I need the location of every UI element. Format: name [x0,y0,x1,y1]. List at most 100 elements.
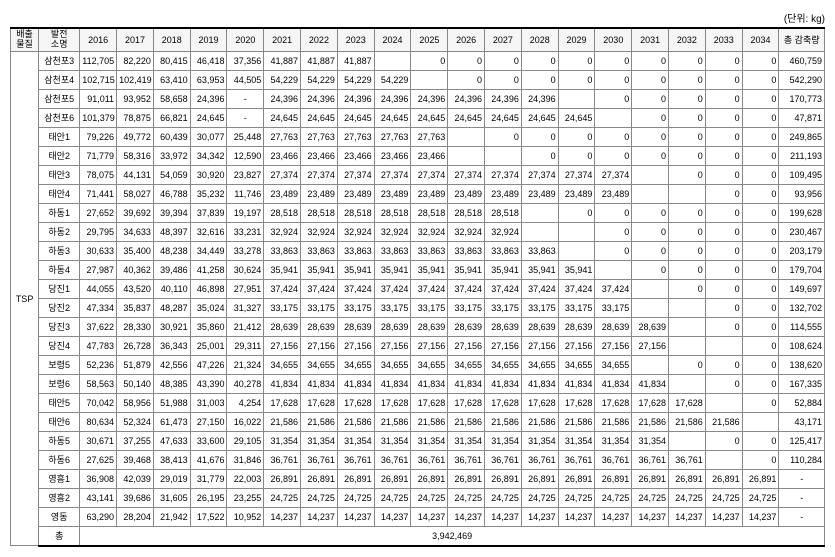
value-cell: 34,655 [595,355,632,374]
row-total: 114,555 [779,317,825,336]
value-cell: 54,229 [301,70,338,89]
value-cell: 32,616 [190,222,227,241]
value-cell: 0 [742,89,779,108]
value-cell: 0 [742,165,779,184]
value-cell: 27,156 [264,336,301,355]
table-row: 태안271,77958,31633,97234,34212,59023,4662… [11,146,825,165]
value-cell: 26,891 [448,469,485,488]
row-total: 211,193 [779,146,825,165]
value-cell: 14,237 [337,507,374,526]
value-cell: 24,725 [411,488,448,507]
value-cell: 24,725 [448,488,485,507]
value-cell [595,260,632,279]
value-cell: 35,941 [558,260,595,279]
value-cell: 0 [705,70,742,89]
value-cell: 0 [669,355,706,374]
value-cell: 31,354 [337,431,374,450]
value-cell: 21,586 [448,412,485,431]
value-cell: 23,489 [521,184,558,203]
value-cell: 21,586 [521,412,558,431]
value-cell: 78,075 [80,165,117,184]
header-year: 2017 [117,28,154,51]
value-cell: 28,518 [337,203,374,222]
value-cell: 79,226 [80,127,117,146]
value-cell: 31,354 [595,431,632,450]
value-cell: 41,834 [558,374,595,393]
value-cell: 0 [485,127,522,146]
value-cell: 0 [742,431,779,450]
value-cell: 41,834 [632,374,669,393]
value-cell: 63,953 [190,70,227,89]
value-cell: 0 [558,127,595,146]
header-year: 2029 [558,28,595,51]
header-year: 2028 [521,28,558,51]
value-cell: 28,639 [411,317,448,336]
value-cell: 38,413 [153,450,190,469]
value-cell: 35,941 [374,260,411,279]
value-cell: 0 [521,70,558,89]
value-cell: 23,489 [558,184,595,203]
value-cell: 24,725 [485,488,522,507]
value-cell: 27,951 [227,279,264,298]
row-total: - [779,469,825,488]
value-cell: 36,761 [669,450,706,469]
value-cell: 31,354 [485,431,522,450]
value-cell: 23,489 [448,184,485,203]
plant-name: 하동4 [39,260,80,279]
value-cell: 36,761 [595,450,632,469]
value-cell: 27,763 [411,127,448,146]
value-cell: 44,131 [117,165,154,184]
value-cell: 33,175 [558,298,595,317]
value-cell: 31,354 [558,431,595,450]
value-cell: 0 [632,108,669,127]
value-cell: 46,898 [190,279,227,298]
value-cell: 0 [669,51,706,70]
total-row: 총3,942,469 [11,526,825,546]
value-cell: 0 [595,89,632,108]
value-cell: 42,039 [117,469,154,488]
value-cell: 32,924 [337,222,374,241]
value-cell: 47,783 [80,336,117,355]
value-cell: 36,761 [337,450,374,469]
value-cell: 30,920 [190,165,227,184]
value-cell: 27,374 [558,165,595,184]
value-cell: 19,197 [227,203,264,222]
value-cell: 33,175 [411,298,448,317]
value-cell: 34,655 [485,355,522,374]
value-cell: 37,424 [595,279,632,298]
value-cell: 51,879 [117,355,154,374]
value-cell: 27,763 [374,127,411,146]
value-cell: 70,042 [80,393,117,412]
value-cell: 0 [742,374,779,393]
value-cell: 35,941 [411,260,448,279]
value-cell: 28,639 [521,317,558,336]
value-cell: 35,837 [117,298,154,317]
value-cell: 26,891 [264,469,301,488]
row-total: 132,702 [779,298,825,317]
header-emission: 배출 물질 [11,28,39,51]
plant-name: 태안6 [39,412,80,431]
plant-name: 태안5 [39,393,80,412]
value-cell [485,146,522,165]
value-cell: 14,237 [374,507,411,526]
value-cell: 27,156 [337,336,374,355]
value-cell: 26,891 [669,469,706,488]
value-cell: 26,891 [632,469,669,488]
value-cell: 14,237 [264,507,301,526]
header-year: 2024 [374,28,411,51]
value-cell: 29,105 [227,431,264,450]
value-cell: 63,290 [80,507,117,526]
value-cell: 26,891 [595,469,632,488]
value-cell [448,146,485,165]
value-cell: 58,316 [117,146,154,165]
value-cell: 31,003 [190,393,227,412]
header-year: 2021 [264,28,301,51]
value-cell: 30,624 [227,260,264,279]
value-cell: 33,863 [374,241,411,260]
value-cell: 0 [595,146,632,165]
plant-name: 하동3 [39,241,80,260]
value-cell: 17,628 [632,393,669,412]
value-cell: 23,466 [374,146,411,165]
value-cell: 0 [742,51,779,70]
header-year: 2031 [632,28,669,51]
